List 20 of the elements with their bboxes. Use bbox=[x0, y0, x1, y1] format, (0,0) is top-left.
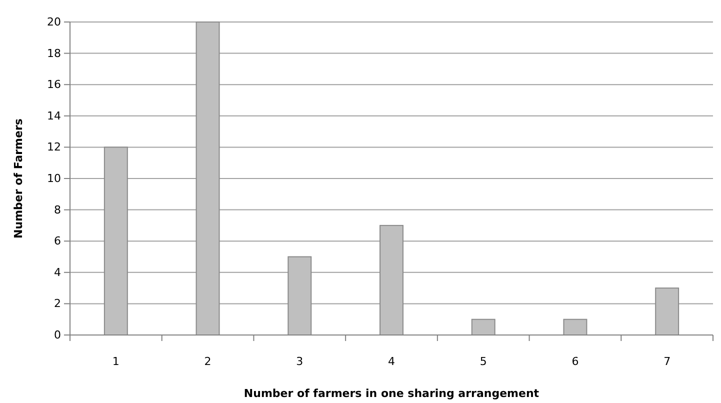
x-tick-label: 5 bbox=[480, 354, 487, 368]
x-tick-label: 7 bbox=[664, 354, 671, 368]
y-tick-label: 12 bbox=[47, 140, 61, 154]
x-tick-label: 4 bbox=[388, 354, 395, 368]
y-tick-label: 16 bbox=[47, 78, 61, 92]
y-tick-label: 4 bbox=[54, 266, 61, 279]
y-tick-label: 8 bbox=[54, 203, 61, 216]
y-axis-title: Number of Farmers bbox=[12, 118, 25, 238]
y-tick-label: 6 bbox=[54, 234, 61, 248]
x-tick-label: 6 bbox=[572, 354, 579, 368]
y-tick-label: 14 bbox=[47, 109, 61, 122]
y-tick-label: 18 bbox=[47, 46, 61, 60]
x-tick-label: 1 bbox=[112, 354, 120, 368]
x-axis-title: Number of farmers in one sharing arrangement bbox=[244, 387, 540, 400]
x-tick-label: 3 bbox=[296, 354, 304, 368]
x-tick-label: 2 bbox=[204, 354, 212, 368]
y-tick-label: 10 bbox=[47, 172, 61, 186]
y-tick-label: 20 bbox=[47, 16, 61, 29]
y-tick-label: 2 bbox=[54, 297, 61, 310]
y-tick-label: 0 bbox=[54, 328, 61, 342]
